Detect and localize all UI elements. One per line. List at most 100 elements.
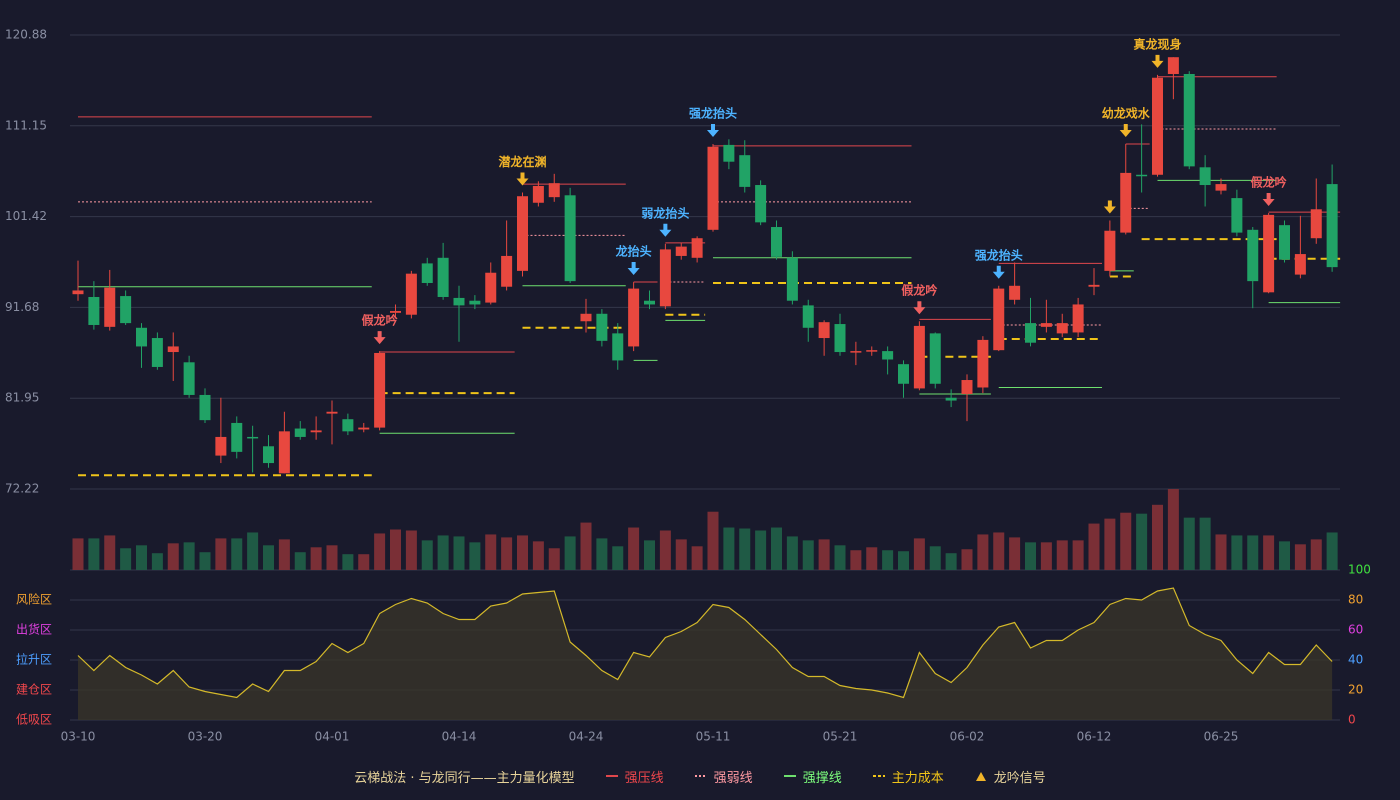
volume-bar: [1326, 532, 1338, 570]
volume-bar: [1263, 535, 1275, 570]
candle-body: [628, 288, 640, 347]
candle-body: [72, 290, 84, 295]
candle-body: [659, 249, 671, 307]
volume-bar: [1104, 518, 1116, 570]
candle-body: [834, 324, 846, 353]
candle-body: [136, 327, 147, 347]
signal-arrow: [707, 123, 719, 137]
volume-bar: [215, 538, 227, 570]
candle-body: [691, 238, 703, 258]
candle-body: [802, 305, 814, 328]
legend-label: 强弱线: [713, 770, 753, 786]
candle-body: [1199, 167, 1211, 186]
candle-body: [405, 273, 417, 315]
volume-bar: [374, 533, 386, 570]
volume-bar: [834, 545, 846, 570]
volume-bar: [136, 545, 147, 570]
candle-body: [1326, 184, 1338, 268]
volume-bar: [1167, 489, 1179, 570]
volume-bar: [342, 554, 354, 570]
candle-body: [612, 333, 624, 361]
candle-body: [1294, 254, 1306, 275]
volume-bar: [993, 532, 1005, 570]
volume-bar: [707, 511, 719, 570]
candle-body: [755, 185, 767, 223]
signal-arrow: [627, 262, 640, 276]
legend-item: 龙吟信号: [974, 767, 1046, 786]
candle-body: [1040, 323, 1052, 327]
candle-body: [1088, 284, 1100, 287]
volume-bar: [739, 528, 751, 570]
signal-arrow: [992, 265, 1005, 279]
zone-label: 出货区: [16, 622, 52, 637]
volume-bar: [723, 527, 735, 570]
volume-bar: [358, 554, 370, 570]
x-tick-label: 03-20: [188, 730, 223, 744]
legend-label: 强压线: [624, 770, 664, 786]
zone-label: 风险区: [16, 592, 52, 607]
candle-body: [215, 436, 227, 456]
x-tick-label: 04-24: [569, 730, 604, 744]
volume-bar: [104, 535, 116, 570]
signal-arrow: [1262, 193, 1275, 207]
signal-label: 假龙吟: [1251, 175, 1287, 190]
signal-label: 强龙抬头: [689, 105, 737, 120]
volume-bar: [850, 550, 862, 570]
candle-body: [485, 272, 497, 303]
candle-body: [374, 352, 386, 428]
volume-bar: [469, 542, 481, 570]
volume-bar: [421, 540, 433, 570]
signal-label: 潜龙在渊: [498, 154, 546, 169]
volume-bar: [390, 529, 401, 570]
candle-body: [247, 436, 259, 439]
indicator-line: [77, 587, 1333, 699]
y-tick-label: 120.88: [5, 28, 47, 42]
candle-body: [707, 146, 719, 230]
volume-bar: [1294, 544, 1306, 570]
candle-body: [564, 195, 576, 282]
volume-bar: [1025, 542, 1036, 570]
candle-body: [771, 227, 782, 257]
volume-bar: [882, 550, 894, 570]
signal-arrow: [1119, 123, 1132, 137]
y-tick-label: 101.42: [5, 209, 47, 223]
candle-body: [167, 346, 179, 353]
volume-bar: [247, 532, 259, 570]
candle-body: [1104, 230, 1116, 271]
volume-bar: [1231, 535, 1243, 570]
candle-body: [231, 422, 243, 452]
volume-bar: [1183, 517, 1195, 570]
volume-bar: [501, 537, 513, 570]
volume-bar: [183, 542, 195, 570]
candle-body: [88, 296, 100, 325]
volume-bar: [72, 538, 84, 570]
legend-icon: [605, 775, 618, 777]
x-tick-label: 06-12: [1077, 730, 1112, 744]
candle-body: [263, 446, 274, 464]
volume-bar: [898, 551, 909, 570]
volume-bar: [1152, 504, 1163, 570]
volume-bar: [818, 539, 830, 570]
candle-body: [104, 287, 116, 327]
volume-bar: [866, 547, 878, 570]
legend-icon: [975, 772, 986, 781]
candle-body: [961, 380, 973, 395]
volume-bar: [1310, 539, 1322, 570]
volume-bar: [1199, 517, 1211, 570]
volume-bar: [405, 530, 417, 570]
candle-body: [294, 428, 306, 437]
volume-bar: [675, 539, 687, 570]
candle-body: [945, 397, 957, 401]
volume-bar: [659, 530, 671, 570]
volume-bar: [771, 527, 782, 570]
candle-body: [120, 296, 132, 324]
volume-bar: [913, 538, 925, 570]
candle-body: [421, 263, 433, 283]
volume-bar: [564, 536, 576, 570]
candle-body: [358, 427, 370, 430]
volume-bar: [1136, 513, 1148, 570]
y2-tick-label: 20: [1348, 683, 1363, 697]
signal-arrow: [659, 223, 672, 237]
zone-label: 建仓区: [16, 683, 52, 697]
